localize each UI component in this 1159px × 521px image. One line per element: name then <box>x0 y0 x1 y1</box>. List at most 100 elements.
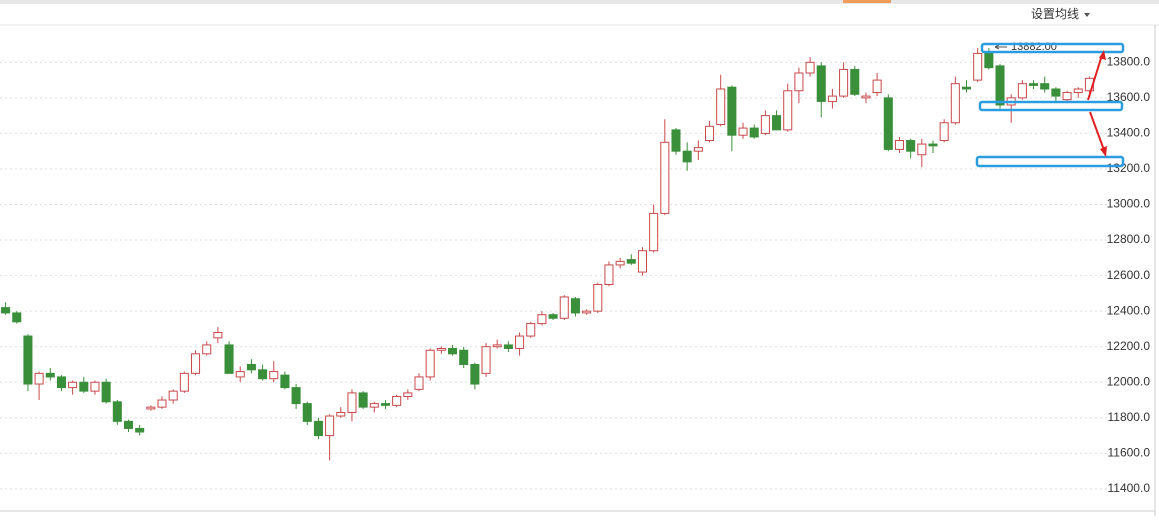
candle-body <box>313 420 323 437</box>
candle-body <box>526 323 536 337</box>
candle-body <box>246 363 256 371</box>
candle-body <box>101 381 111 403</box>
candle-body <box>403 392 413 397</box>
y-tick-label: 11800.0 <box>1108 410 1151 424</box>
candle-body <box>637 250 647 273</box>
candle-body <box>392 395 402 406</box>
candle-body <box>928 143 938 147</box>
candle-body <box>570 298 580 314</box>
candle-body <box>950 83 960 124</box>
candle-body <box>939 122 949 142</box>
y-tick-label: 12200.0 <box>1107 339 1151 353</box>
red-arrow <box>1087 54 1103 101</box>
candle-body <box>425 349 435 378</box>
candle-body <box>448 347 458 355</box>
candle-body <box>336 411 346 417</box>
candle-body <box>704 125 715 142</box>
candle-body <box>749 127 759 138</box>
candle-body <box>347 392 357 413</box>
candle-body <box>1062 92 1072 101</box>
candle-body <box>436 347 446 351</box>
candle-body <box>34 372 44 385</box>
candle-body <box>827 95 837 102</box>
candle-body <box>269 371 279 380</box>
candle-body <box>325 415 335 437</box>
candle-body <box>604 264 614 285</box>
candle-body <box>123 420 134 429</box>
y-tick-label: 11600.0 <box>1108 446 1151 460</box>
candle-body <box>380 403 391 406</box>
candle-body <box>961 86 972 90</box>
candle-body <box>883 97 893 150</box>
candle-body <box>995 65 1005 106</box>
candle-body <box>693 147 703 152</box>
candle-body <box>213 331 223 339</box>
candle-body <box>1 307 11 314</box>
candle-body <box>280 374 290 389</box>
candle-body <box>1073 88 1083 94</box>
candle-body <box>235 371 245 378</box>
candle-body <box>906 140 916 152</box>
y-tick-label: 13200.0 <box>1107 161 1151 175</box>
candle-body <box>760 115 770 134</box>
red-arrow <box>1089 111 1105 151</box>
candle-body <box>56 376 66 389</box>
candle-body <box>716 88 726 126</box>
candle-body <box>157 399 167 408</box>
candle-body <box>369 403 379 408</box>
candle-body <box>68 381 78 389</box>
candle-body <box>23 335 33 385</box>
candle-body <box>302 403 312 422</box>
highlight-box <box>978 100 1124 112</box>
candle-body <box>202 344 212 355</box>
candle-body <box>816 65 826 102</box>
candle-body <box>917 143 927 156</box>
y-tick-label: 12800.0 <box>1107 232 1151 246</box>
candle-body <box>794 72 804 92</box>
candle-body <box>470 363 480 385</box>
candle-body <box>894 140 904 150</box>
candle-body <box>559 296 569 319</box>
y-tick-label: 12600.0 <box>1107 268 1151 282</box>
y-tick-label: 11400.0 <box>1108 481 1151 495</box>
y-tick-label: 12000.0 <box>1107 374 1151 388</box>
candle-body <box>671 129 681 152</box>
candle-body <box>191 353 201 374</box>
candle-body <box>738 127 748 136</box>
candle-body <box>805 61 815 74</box>
candle-body <box>872 79 882 94</box>
y-tick-label: 13600.0 <box>1107 90 1151 104</box>
candle-body <box>682 150 692 163</box>
candle-body <box>135 427 145 433</box>
candle-body <box>168 390 178 401</box>
candle-body <box>582 310 592 314</box>
candle-body <box>1029 83 1039 86</box>
highlight-box <box>975 155 1125 168</box>
candle-body <box>90 381 100 392</box>
y-tick-label: 13000.0 <box>1107 197 1151 211</box>
dropdown-caret[interactable] <box>1084 13 1090 17</box>
candle-body <box>727 86 737 136</box>
candle-body <box>1051 88 1061 97</box>
candle-body <box>537 314 547 325</box>
highlight-box <box>980 42 1125 54</box>
top-strip <box>0 0 1159 4</box>
ma-setting[interactable]: 设置均线 <box>1031 7 1079 21</box>
candle-body <box>79 381 89 392</box>
candle-body <box>12 312 22 323</box>
y-tick-label: 13400.0 <box>1107 126 1151 140</box>
candle-body <box>258 369 268 380</box>
candle-body <box>783 90 793 131</box>
candle-body <box>772 115 782 131</box>
tab-indicator <box>843 0 891 3</box>
candle-body <box>45 372 55 378</box>
candle-body <box>358 392 368 408</box>
candle-body <box>492 344 502 348</box>
red-arrowhead <box>1099 50 1106 60</box>
red-arrowhead <box>1100 146 1107 157</box>
candle-body <box>984 52 994 69</box>
candle-body <box>1017 83 1027 99</box>
candle-body <box>414 376 424 390</box>
